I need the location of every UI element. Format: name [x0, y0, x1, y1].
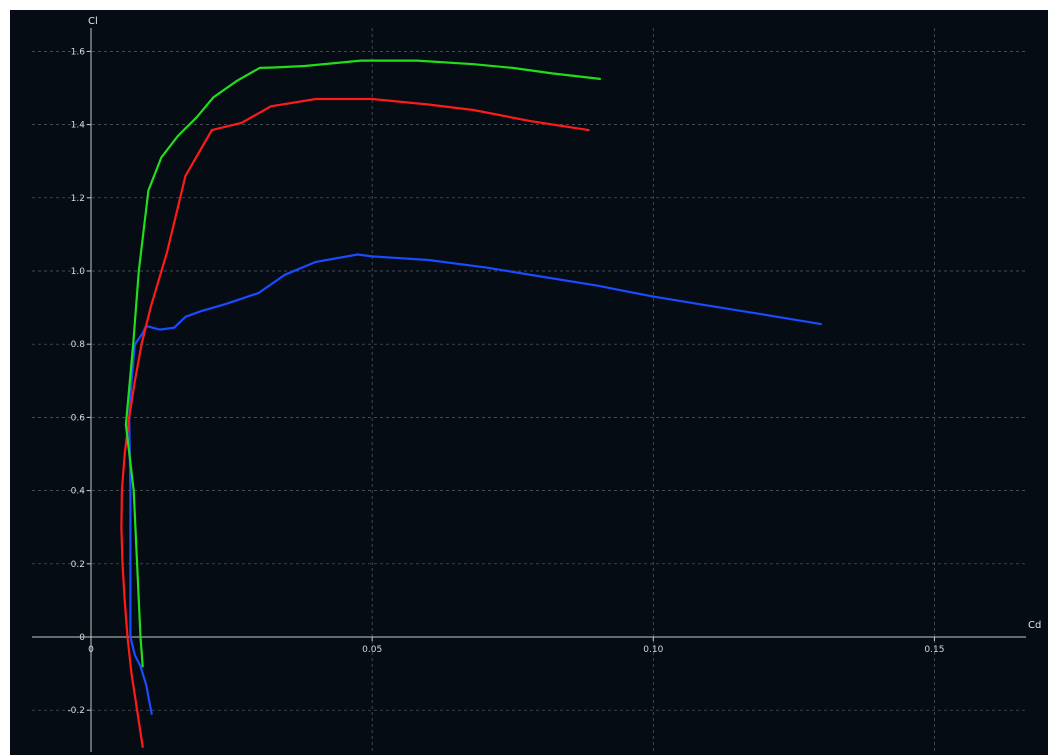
x-tick-label: 0.10: [643, 645, 663, 655]
series: [120, 59, 823, 748]
y-tick-label: 1.6: [71, 47, 86, 57]
y-tick-label: 0.4: [71, 487, 86, 497]
series-line-2: [120, 97, 590, 748]
x-tick-label: 0.05: [362, 645, 382, 655]
y-tick-label: -0.2: [67, 706, 85, 716]
y-tick-label: 0.6: [71, 413, 86, 423]
y-tick-label: 1.2: [71, 194, 85, 204]
y-tick-label: 1.0: [71, 267, 86, 277]
x-tick-label: 0: [88, 645, 94, 655]
labels: Cl Cd -0.2 0 0.2 0.4 0.6 0.8 1.0 1.2 1.4 1.6 0 0.05…: [67, 16, 1041, 716]
grid: [32, 28, 1026, 752]
series-line-3: [124, 59, 602, 668]
x-tick-label: 0.15: [924, 645, 944, 655]
y-axis-label: Cl: [88, 16, 98, 27]
axes: [32, 28, 1026, 752]
y-tick-label: 1.4: [71, 121, 86, 131]
series-line-1: [128, 253, 823, 716]
polar-chart-panel: Cl Cd -0.2 0 0.2 0.4 0.6 0.8 1.0 1.2 1.4 1.6 0 0.05…: [10, 10, 1048, 755]
y-tick-label: 0: [79, 633, 85, 643]
x-axis-label: Cd: [1028, 620, 1041, 631]
polar-plot: Cl Cd -0.2 0 0.2 0.4 0.6 0.8 1.0 1.2 1.4 1.6 0 0.05…: [32, 16, 1041, 752]
y-tick-label: 0.8: [71, 340, 86, 350]
y-tick-label: 0.2: [71, 560, 85, 570]
